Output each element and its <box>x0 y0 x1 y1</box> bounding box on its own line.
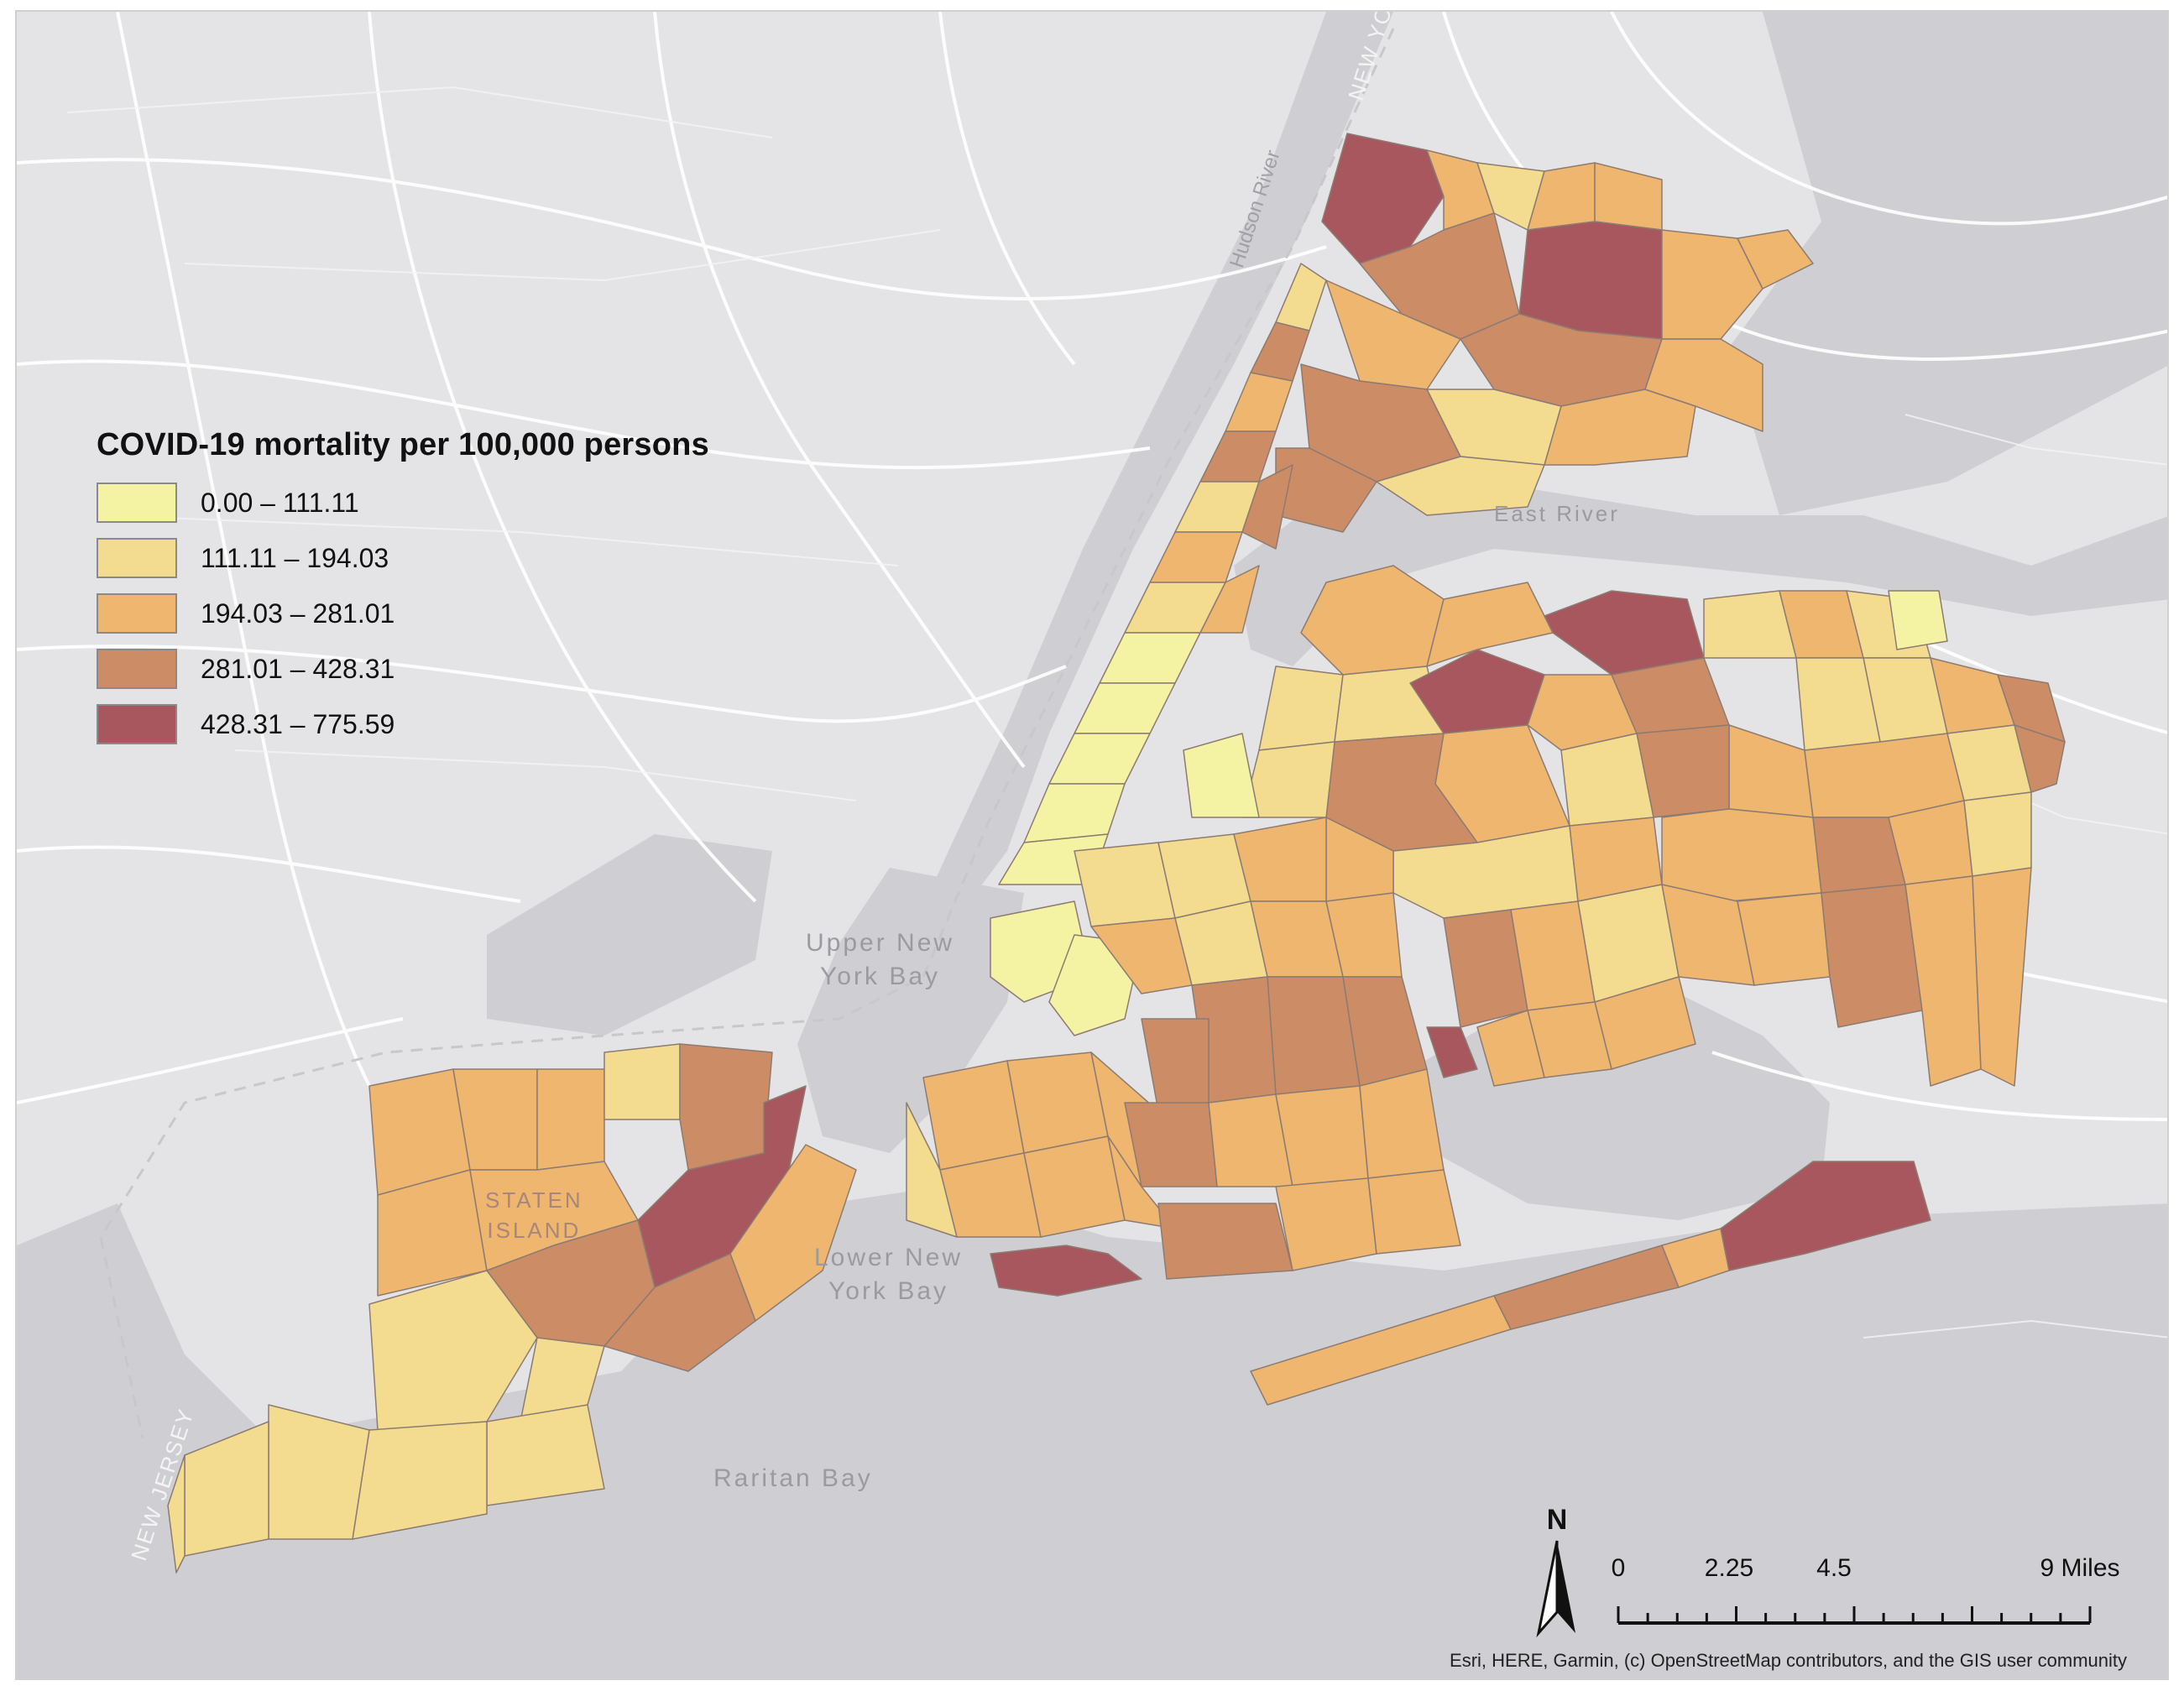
tract <box>167 1454 185 1574</box>
queens <box>1183 565 2066 1087</box>
tract <box>1821 884 1923 1028</box>
tract <box>1376 456 1545 516</box>
east-river <box>1234 482 2167 666</box>
legend-classes: 0.00 – 111.11 111.11 – 194.03 194.03 – 281… <box>97 475 709 752</box>
tract <box>486 1404 605 1506</box>
tract <box>1367 1169 1461 1255</box>
raritan-bay-label: Raritan Bay <box>713 1464 873 1492</box>
upper-bay <box>797 868 1024 1153</box>
legend-swatch <box>97 538 177 578</box>
tract <box>1157 1203 1293 1280</box>
legend-row: 0.00 – 111.11 <box>97 475 709 530</box>
east-river-label: East River <box>1494 501 1620 526</box>
legend-row: 281.01 – 428.31 <box>97 641 709 697</box>
map-frame[interactable]: Hudson River East River Upper New York B… <box>15 10 2169 1680</box>
tract <box>1963 791 2032 877</box>
lower-bay-label: Lower New York Bay <box>814 1244 964 1305</box>
map-canvas[interactable] <box>17 12 2169 1680</box>
staten-island <box>167 1043 857 1574</box>
tract <box>679 1043 773 1171</box>
legend-swatch <box>97 704 177 744</box>
legend-label: 428.31 – 775.59 <box>201 708 395 739</box>
tract <box>729 1144 857 1322</box>
newark-bay <box>487 834 772 1036</box>
legend-label: 0.00 – 111.11 <box>201 487 359 518</box>
tract <box>1737 892 1831 986</box>
scale-tick-label: 2.25 <box>1704 1554 1754 1582</box>
scale-tick-label: 4.5 <box>1816 1554 1852 1582</box>
legend-swatch <box>97 649 177 689</box>
tract <box>1426 582 1554 667</box>
tract <box>1476 1010 1545 1087</box>
scale-bar: 0 2.25 4.5 9 Miles <box>1611 1554 2120 1625</box>
tract <box>1661 229 1763 340</box>
map-legend: COVID-19 mortality per 100,000 persons 0… <box>97 427 709 752</box>
arthur-kill <box>17 1203 185 1455</box>
tract <box>1006 1052 1109 1154</box>
north-letter: N <box>1546 1504 1568 1536</box>
tract <box>990 1245 1142 1297</box>
lower-bay-ocean <box>17 1187 2167 1678</box>
attribution-text: Esri, HERE, Garmin, (c) OpenStreetMap co… <box>1450 1650 2127 1671</box>
tract <box>2014 724 2066 793</box>
tract <box>1074 842 1176 927</box>
legend-swatch <box>97 593 177 634</box>
upper-bay-label: Upper New York Bay <box>806 929 955 990</box>
staten-island-label: STATEN ISLAND <box>485 1187 583 1243</box>
scale-bar-line <box>1617 1606 2092 1625</box>
brooklyn <box>906 817 1461 1297</box>
tract <box>368 1270 538 1431</box>
scale-tick-label: 9 Miles <box>2040 1554 2120 1582</box>
tract <box>1275 1085 1369 1187</box>
legend-title: COVID-19 mortality per 100,000 persons <box>97 427 709 462</box>
choropleth-tracts <box>167 133 2066 1574</box>
long-island-sound <box>1729 12 2167 515</box>
north-arrow-icon <box>1536 1540 1575 1638</box>
water-bodies <box>17 12 2167 1678</box>
tract <box>1426 1026 1478 1078</box>
tract <box>1904 875 1982 1087</box>
tract <box>922 1060 1025 1171</box>
tract <box>1972 867 2032 1087</box>
north-arrow: N <box>1528 1504 1586 1655</box>
tract <box>1644 338 1763 432</box>
tract <box>1325 279 1461 390</box>
tract <box>536 1068 605 1171</box>
tract <box>1183 733 1260 818</box>
tract <box>603 1253 756 1372</box>
tract <box>1560 733 1654 827</box>
legend-label: 194.03 – 281.01 <box>201 598 395 629</box>
tract <box>1241 464 1293 550</box>
legend-row: 428.31 – 775.59 <box>97 697 709 752</box>
tract <box>1720 1161 1931 1271</box>
legend-swatch <box>97 483 177 523</box>
tract <box>603 1043 681 1120</box>
bronx <box>1275 133 1814 533</box>
rockaways <box>1250 1161 1931 1406</box>
tract <box>1888 590 1948 650</box>
tract <box>1023 1135 1126 1238</box>
hudson-river <box>907 12 1393 943</box>
tract <box>1267 976 1361 1095</box>
legend-row: 194.03 – 281.01 <box>97 586 709 641</box>
state-boundary <box>99 28 1395 1439</box>
scale-tick-label: 0 <box>1611 1554 1626 1582</box>
legend-row: 111.11 – 194.03 <box>97 530 709 586</box>
tract <box>1737 229 1814 290</box>
tract <box>1275 1177 1377 1271</box>
tract <box>1124 1102 1218 1187</box>
tract <box>1199 565 1260 634</box>
legend-label: 111.11 – 194.03 <box>201 542 389 573</box>
tract <box>1661 808 1822 902</box>
legend-label: 281.01 – 428.31 <box>201 653 395 684</box>
